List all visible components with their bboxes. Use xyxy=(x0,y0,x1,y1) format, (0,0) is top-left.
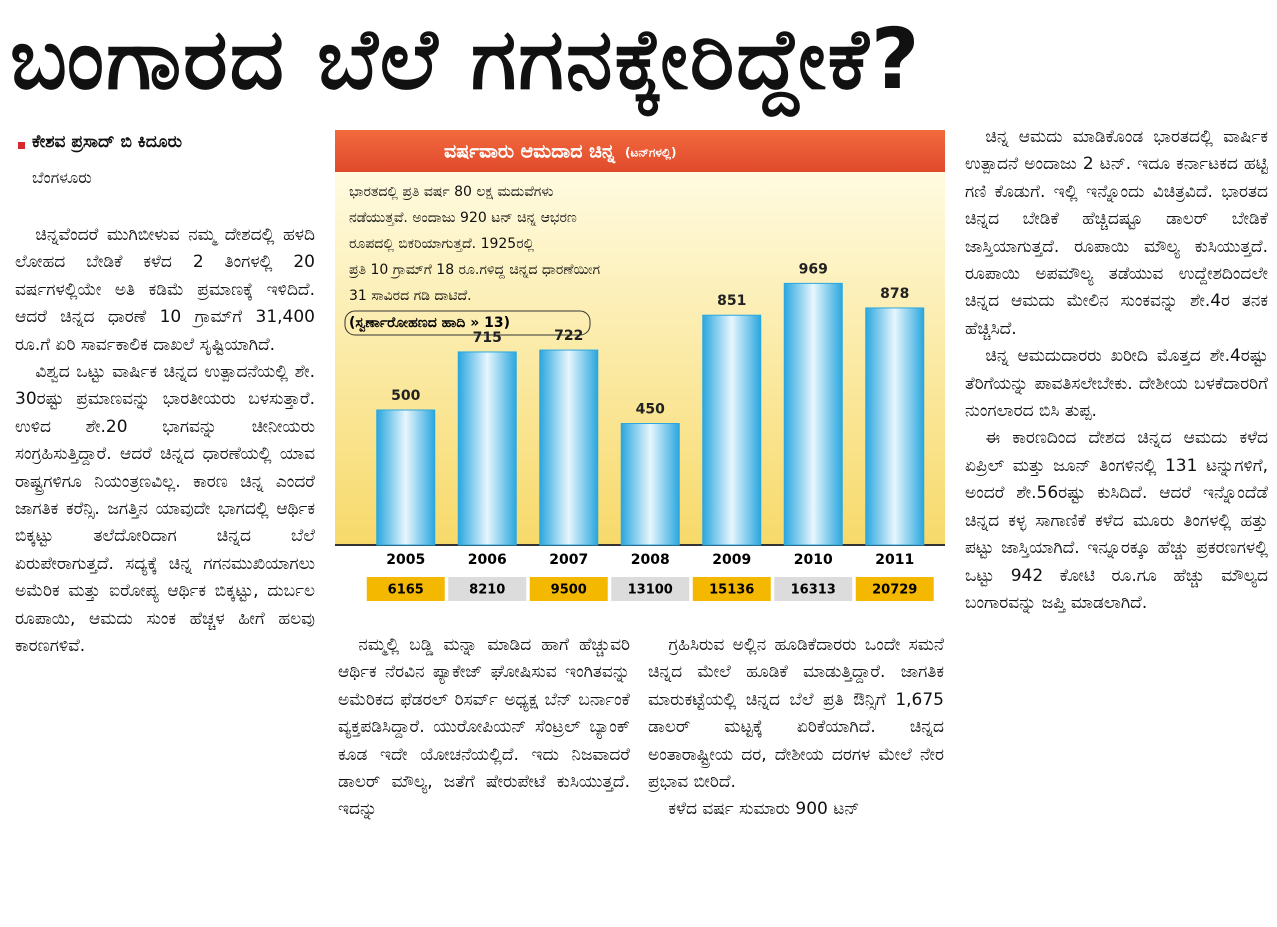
row-value: 9500 xyxy=(551,583,587,598)
x-tick-label: 2009 xyxy=(712,552,751,568)
x-tick-label: 2007 xyxy=(549,552,588,568)
row-value: 13100 xyxy=(628,583,673,598)
chart-unit: (ಟನ್‌ಗಳಲ್ಲಿ) xyxy=(625,146,676,162)
paragraph: ಚಿನ್ನ ಆಮದುದಾರರು ಖರೀದಿ ಮೊತ್ತದ ಶೇ.4ರಷ್ಟು ತ… xyxy=(965,346,1268,422)
note-line: ನಡೆಯುತ್ತವೆ. ಅಂದಾಜು 920 ಟನ್ ಚಿನ್ನ ಆಭರಣ xyxy=(349,210,577,226)
bullet xyxy=(18,142,25,149)
x-tick-label: 2005 xyxy=(386,552,425,568)
row-cell xyxy=(529,577,608,601)
value-label: 715 xyxy=(473,330,502,346)
paragraph: ಚಿನ್ನವೆಂದರೆ ಮುಗಿಬೀಳುವ ನಮ್ಮ ದೇಶದಲ್ಲಿ ಹಳದಿ… xyxy=(15,225,315,355)
bar xyxy=(702,314,762,546)
chart-title: ವರ್ಷವಾರು ಆಮದಾದ ಚಿನ್ನ xyxy=(444,141,616,165)
value-label: 878 xyxy=(880,286,909,302)
row-cell xyxy=(774,577,853,601)
row-value: 15136 xyxy=(709,583,754,598)
value-label: 500 xyxy=(391,388,420,404)
x-tick-label: 2006 xyxy=(468,552,507,568)
note-line: ಪ್ರತಿ 10 ಗ್ರಾಮ್‌ಗೆ 18 ರೂ.ಗಳಿದ್ದ ಚಿನ್ನದ ಧ… xyxy=(348,262,600,279)
author: ಕೇಶವ ಪ್ರಸಾದ್ ಬಿ ಕಿದೂರು xyxy=(32,132,182,152)
row-value: 20729 xyxy=(872,583,917,598)
row-value: 6165 xyxy=(388,583,424,598)
bar xyxy=(539,349,599,546)
column: ಚಿನ್ನ ಆಮದು ಮಾಡಿಕೊಂಡ ಭಾರತದಲ್ಲಿ ವಾರ್ಷಿಕ ಉತ… xyxy=(965,124,1268,922)
note-line: ಭಾರತದಲ್ಲಿ ಪ್ರತಿ ವರ್ಷ 80 ಲಕ್ಷ ಮದುವೆಗಳು xyxy=(349,184,553,200)
paragraph: ಗ್ರಹಿಸಿರುವ ಅಲ್ಲಿನ ಹೂಡಿಕೆದಾರರು ಒಂದೇ ಸಮನೆ … xyxy=(648,635,944,793)
x-tick-label: 2008 xyxy=(631,552,670,568)
row-value: 16313 xyxy=(791,583,836,598)
column: ನಮ್ಮಲ್ಲಿ ಬಡ್ಡಿ ಮನ್ನಾ ಮಾಡಿದ ಹಾಗೆ ಹೆಚ್ಚುವರ… xyxy=(338,632,630,922)
row-cell xyxy=(366,577,445,601)
row-cell xyxy=(611,577,690,601)
note-line: 31 ಸಾವಿರದ ಗಡಿ ದಾಟಿದೆ. xyxy=(349,288,472,304)
paragraph: ನಮ್ಮಲ್ಲಿ ಬಡ್ಡಿ ಮನ್ನಾ ಮಾಡಿದ ಹಾಗೆ ಹೆಚ್ಚುವರ… xyxy=(338,635,630,820)
row-value: 8210 xyxy=(469,583,505,598)
note-line: ರೂಪದಲ್ಲಿ ಬಿಕರಿಯಾಗುತ್ತದೆ. 1925ರಲ್ಲಿ xyxy=(349,236,534,252)
bar xyxy=(457,351,517,546)
reference-box xyxy=(344,310,591,336)
x-tick-label: 2011 xyxy=(875,552,914,568)
value-label: 450 xyxy=(636,402,665,418)
row-cell xyxy=(855,577,934,601)
bar xyxy=(376,409,436,546)
reference: (ಸ್ವರ್ಣಾರೋಹಣದ ಹಾದಿ » 13) xyxy=(349,315,510,332)
column: ಗ್ರಹಿಸಿರುವ ಅಲ್ಲಿನ ಹೂಡಿಕೆದಾರರು ಒಂದೇ ಸಮನೆ … xyxy=(648,632,944,922)
bar xyxy=(783,282,843,546)
row-cell xyxy=(448,577,527,601)
value-label: 969 xyxy=(799,261,828,277)
title-bar xyxy=(335,130,945,172)
paragraph: ವಿಶ್ವದ ಒಟ್ಟು ವಾರ್ಷಿಕ ಚಿನ್ನದ ಉತ್ಪಾದನೆಯಲ್ಲ… xyxy=(15,362,315,657)
bar xyxy=(620,423,680,546)
x-tick-label: 2010 xyxy=(794,552,833,568)
paragraph: ಈ ಕಾರಣದಿಂದ ದೇಶದ ಚಿನ್ನದ ಆಮದು ಕಳೆದ ಏಪ್ರಿಲ್… xyxy=(965,428,1268,613)
row-cell xyxy=(692,577,771,601)
bar xyxy=(865,307,925,546)
value-label: 722 xyxy=(554,328,583,344)
place: ಬೆಂಗಳೂರು xyxy=(32,168,92,187)
paragraph: ಚಿನ್ನ ಆಮದು ಮಾಡಿಕೊಂಡ ಭಾರತದಲ್ಲಿ ವಾರ್ಷಿಕ ಉತ… xyxy=(965,127,1268,339)
paragraph: ಕಳೆದ ವರ್ಷ ಸುಮಾರು 900 ಟನ್ xyxy=(668,799,860,820)
value-label: 851 xyxy=(717,293,746,309)
chart: ವರ್ಷವಾರು ಆಮದಾದ ಚಿನ್ನ (ಟನ್‌ಗಳಲ್ಲಿ) (ಸ್ವರ್… xyxy=(335,130,945,601)
column: ಚಿನ್ನವೆಂದರೆ ಮುಗಿಬೀಳುವ ನಮ್ಮ ದೇಶದಲ್ಲಿ ಹಳದಿ… xyxy=(15,222,315,922)
headline: ಬಂಗಾರದ ಬೆಲೆ ಗಗನಕ್ಕೇರಿದ್ದೇಕೆ? xyxy=(10,10,922,108)
